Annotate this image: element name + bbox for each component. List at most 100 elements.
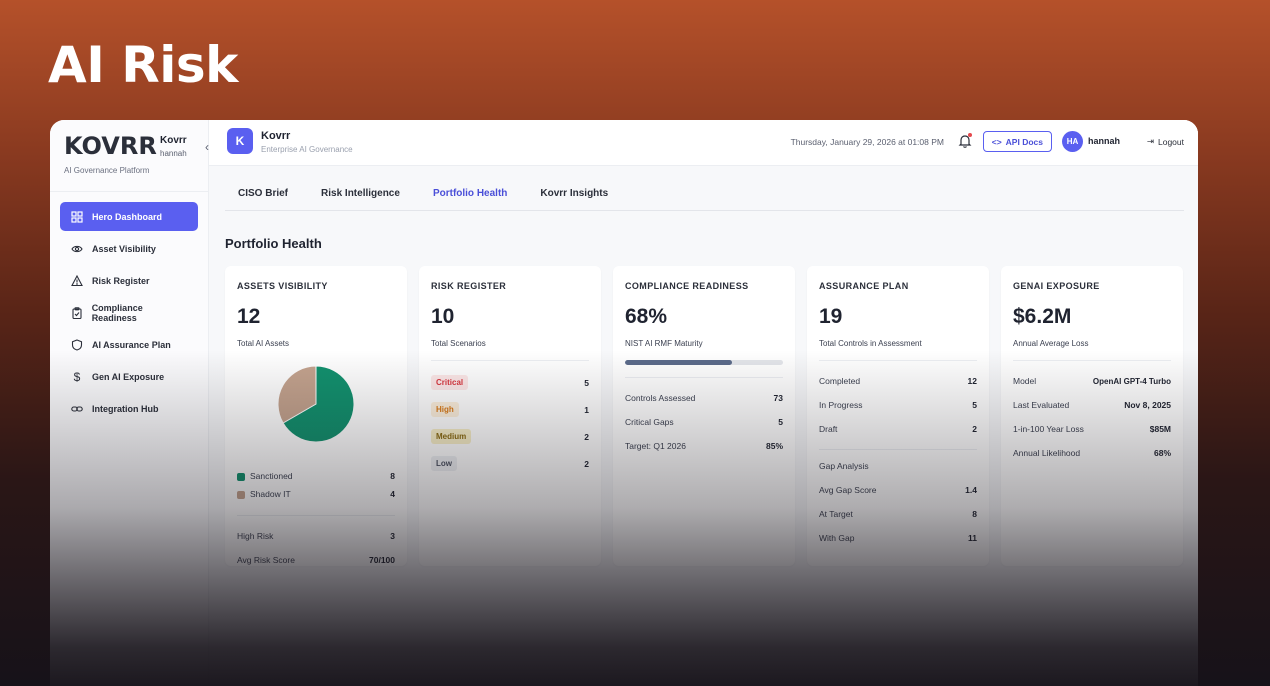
main-content: K Kovrr Enterprise AI Governance Thursda… [209,120,1198,686]
stat-label: At Target [819,509,853,519]
stat-label: In Progress [819,400,863,410]
severity-row: Critical 5 [431,369,589,396]
sidebar-item-label: Risk Register [92,275,150,286]
stat-row: Critical Gaps 5 [625,410,783,434]
legend-label: Shadow IT [250,489,291,499]
stat-value: 11 [968,533,977,543]
stat-value: $85M [1149,424,1171,434]
card-value: 10 [431,305,455,328]
tab-kovrr-insights[interactable]: Kovrr Insights [540,188,609,199]
card-caption: Annual Average Loss [1013,339,1089,348]
risk-register-card[interactable]: Risk Register 10 Total Scenarios Critica… [419,266,601,566]
legend-label: Sanctioned [250,471,293,481]
stat-label: Controls Assessed [625,393,696,403]
legend-value: 4 [390,489,395,499]
stat-value: OpenAI GPT-4 Turbo [1092,376,1171,386]
stat-value: 85% [765,441,783,451]
severity-pill: Critical [431,375,469,390]
stat-value: Nov 8, 2025 [1124,400,1171,410]
stat-row: 1-in-100 Year Loss $85M [1013,417,1171,441]
bell-icon[interactable] [958,133,972,149]
stat-label: 1-in-100 Year Loss [1013,424,1084,434]
current-datetime: Thursday, January 29, 2026 at 01:08 PM [790,137,944,147]
stat-label: Annual Likelihood [1013,448,1081,458]
sidebar-item-label: Compliance Readiness [91,302,143,323]
tab-portfolio-health[interactable]: Portfolio Health [432,188,508,199]
sidebar-item-label: Gen AI Exposure [92,371,165,382]
logout-button[interactable]: ⇥ Logout [1147,136,1184,147]
username: hannah [1087,136,1120,146]
sidebar-item-ai-assurance-plan[interactable]: AI Assurance Plan [60,330,198,359]
top-bar: K Kovrr Enterprise AI Governance Thursda… [209,120,1198,166]
page-title: Portfolio Health [225,236,322,251]
gap-analysis-heading: Gap Analysis [819,454,977,478]
tab-ciso-brief[interactable]: CISO Brief [238,188,289,199]
stat-label: With Gap [819,533,855,543]
summary-cards: Assets Visibility 12 Total AI Assets San… [225,266,1183,566]
api-docs-label: API Docs [1005,136,1043,147]
stat-row: In Progress 5 [819,393,977,417]
sidebar-item-compliance-readiness[interactable]: Compliance Readiness [60,298,198,327]
sidebar-item-asset-visibility[interactable]: Asset Visibility [60,234,198,263]
severity-row: Low 2 [431,450,589,477]
card-value: 68% [625,305,668,328]
link-icon [70,402,84,416]
severity-count: 2 [584,431,589,442]
stat-value: 8 [972,509,977,519]
sidebar-item-integration-hub[interactable]: Integration Hub [60,394,198,423]
stat-row: With Gap 11 [819,526,977,550]
stat-label: Last Evaluated [1013,400,1070,410]
stat-label: High Risk [237,531,274,541]
avatar[interactable]: HA [1062,131,1083,152]
stat-value: 5 [972,400,977,410]
card-caption: Total AI Assets [237,339,290,348]
severity-count: 5 [584,377,589,388]
legend-item: Shadow IT 4 [237,485,395,503]
stat-row: Draft 2 [819,417,977,441]
eye-icon [70,242,84,256]
workspace-subtitle: Enterprise AI Governance [261,145,353,154]
stat-value: 5 [778,417,783,427]
app-window: KOVRR Kovrr hannah AI Governance Platfor… [50,120,1198,686]
severity-row: High 1 [431,396,589,423]
stat-value: 12 [967,376,977,386]
workspace-badge[interactable]: K [227,128,253,154]
maturity-progress-fill [625,360,733,365]
stat-row: Controls Assessed 73 [625,386,783,410]
card-caption: Total Controls in Assessment [819,339,922,348]
tab-risk-intelligence[interactable]: Risk Intelligence [321,188,400,199]
api-docs-button[interactable]: <> API Docs [982,131,1052,152]
stat-label: Critical Gaps [625,417,674,427]
stat-row: Annual Likelihood 68% [1013,441,1171,465]
compliance-readiness-card[interactable]: Compliance Readiness 68% NIST AI RMF Mat… [613,266,795,566]
brand-name: Kovrr [160,135,187,146]
sidebar-nav: Hero Dashboard Asset Visibility Risk Reg… [50,192,208,436]
dollar-icon: $ [73,369,81,384]
logout-icon: ⇥ [1146,136,1154,146]
card-value: 19 [819,305,843,328]
sidebar-item-risk-register[interactable]: Risk Register [60,266,198,295]
brand-user: hannah [160,149,187,158]
sidebar: KOVRR Kovrr hannah AI Governance Platfor… [50,120,209,686]
severity-pill: High [431,402,459,417]
sidebar-item-hero-dashboard[interactable]: Hero Dashboard [60,202,198,231]
shield-icon [70,338,84,352]
card-value: 12 [237,305,261,328]
stat-value: 3 [390,531,395,541]
stat-value: 68% [1153,448,1171,458]
sidebar-item-gen-ai-exposure[interactable]: $ Gen AI Exposure [60,362,198,391]
stat-value: 1.4 [965,485,977,495]
assets-pie-chart [277,365,355,443]
stat-row: Model OpenAI GPT-4 Turbo [1013,369,1171,393]
stat-label: Draft [819,424,838,434]
severity-count: 1 [584,404,589,415]
sidebar-item-label: Hero Dashboard [92,211,163,222]
collapse-sidebar-icon[interactable]: ‹ [205,140,209,154]
stat-row: At Target 8 [819,502,977,526]
warning-icon [70,274,84,288]
assurance-plan-card[interactable]: Assurance Plan 19 Total Controls in Asse… [807,266,989,566]
legend-item: Sanctioned 8 [237,467,395,485]
grid-icon [70,210,84,224]
assets-visibility-card[interactable]: Assets Visibility 12 Total AI Assets San… [225,266,407,566]
